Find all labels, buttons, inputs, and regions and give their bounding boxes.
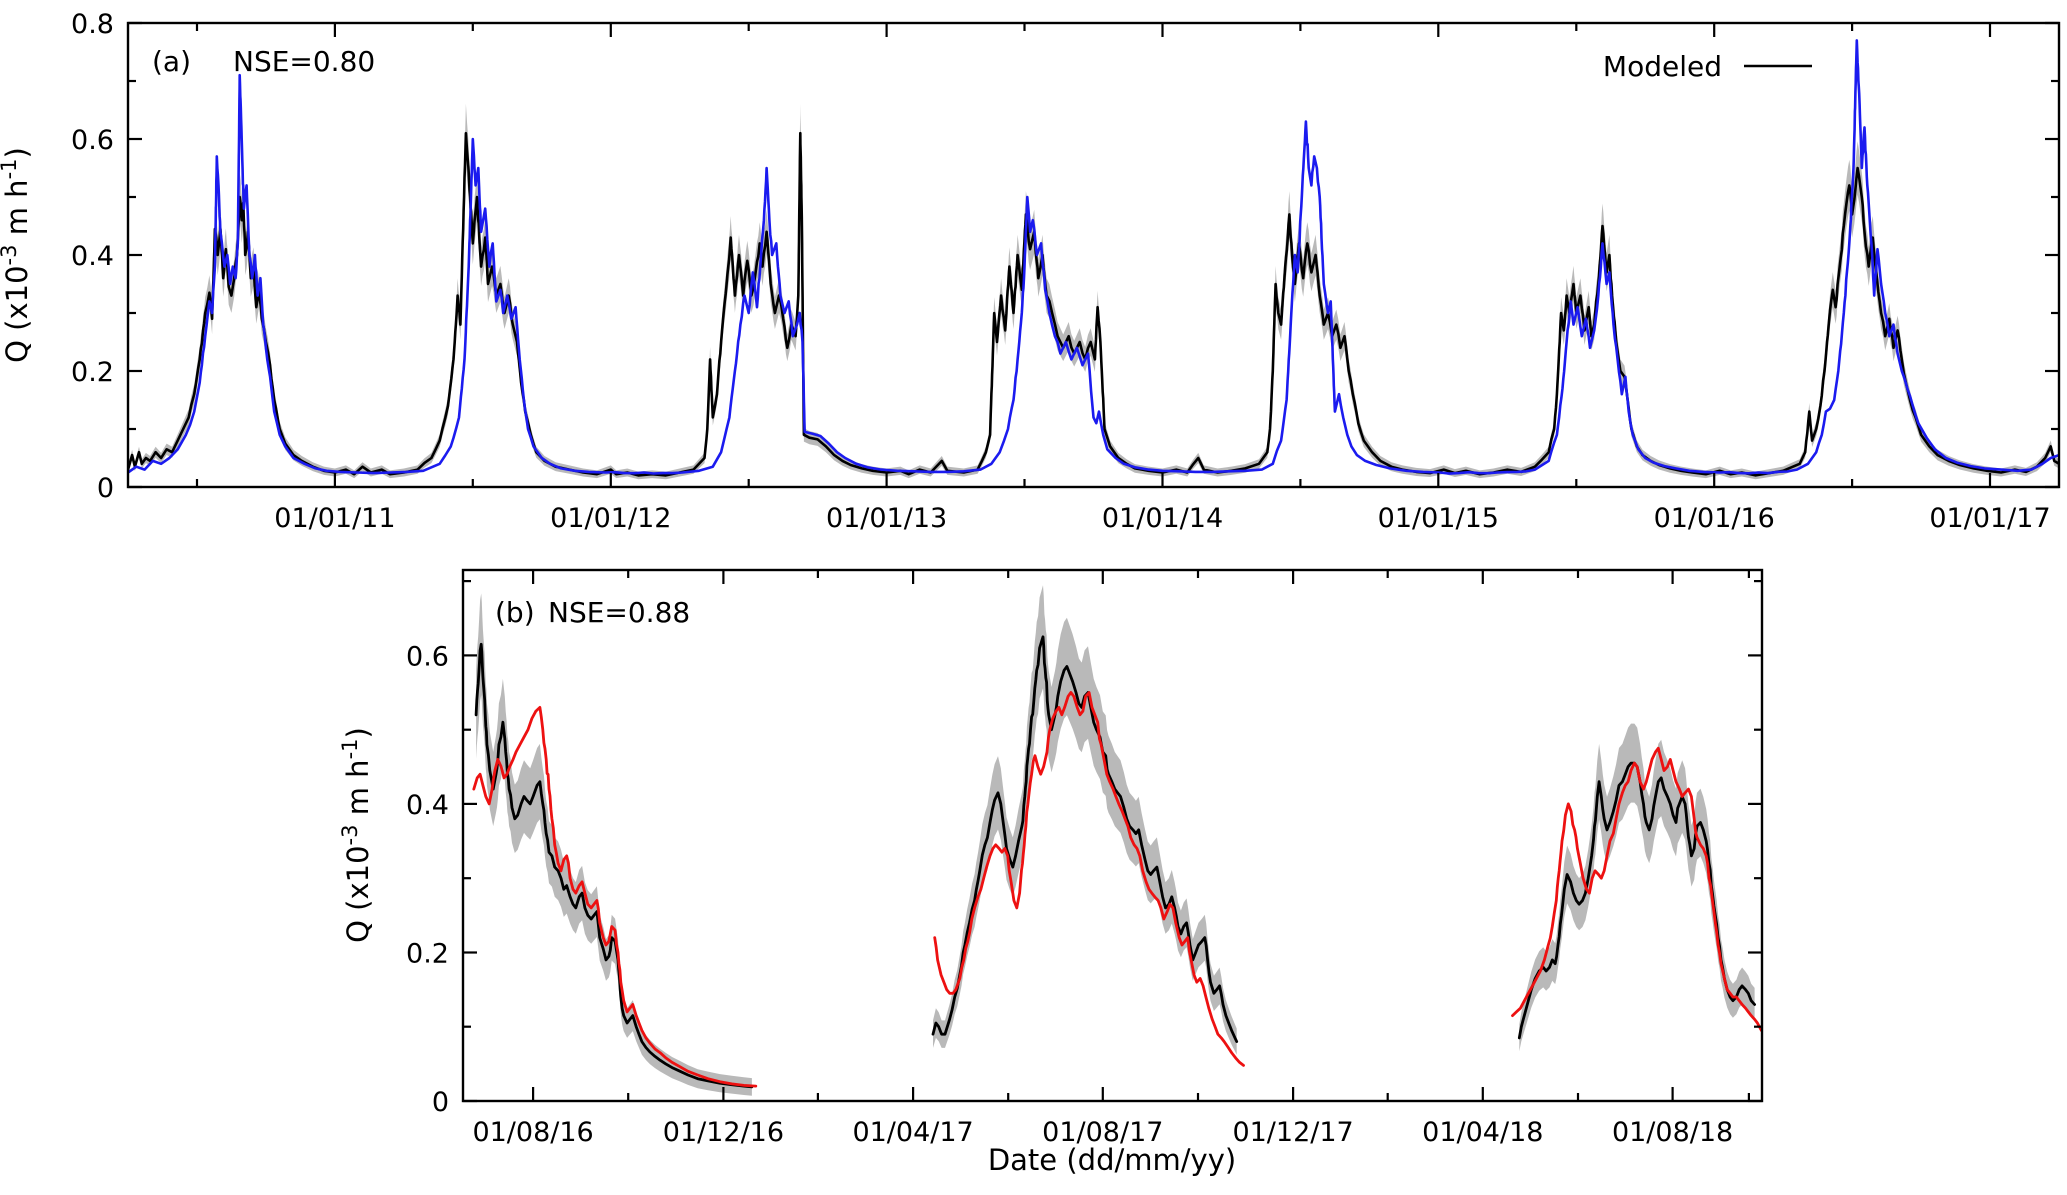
y-tick-label: 0 bbox=[97, 473, 114, 504]
x-tick-label: 01/12/17 bbox=[1232, 1117, 1353, 1148]
y-tick-label: 0.2 bbox=[71, 357, 114, 388]
y-tick-label: 0.6 bbox=[406, 641, 449, 672]
panel-a: 01/01/11 01/01/12 01/01/13 01/01/14 01/01/15… bbox=[0, 9, 2061, 534]
x-tick-label: 01/01/11 bbox=[274, 503, 395, 534]
y-tick-label: 0.6 bbox=[71, 125, 114, 156]
series-modeled-b bbox=[474, 635, 1756, 1089]
legend-modeled-label: Modeled bbox=[1603, 50, 1722, 83]
x-tick-label: 01/08/16 bbox=[472, 1117, 593, 1148]
panel-b-nse-annotation: NSE=0.88 bbox=[548, 596, 690, 629]
x-tick-label: 01/01/13 bbox=[826, 503, 947, 534]
x-tick-label: 01/01/12 bbox=[550, 503, 671, 534]
axis-ticks-b bbox=[463, 570, 1762, 1103]
uncertainty-band-a bbox=[128, 103, 2059, 480]
panel-b-label: (b) bbox=[495, 596, 535, 629]
x-tick-label: 01/01/17 bbox=[1929, 503, 2050, 534]
y-axis-title-a: Q (x10-3 m h-1) bbox=[0, 147, 34, 363]
x-tick-label: 01/01/15 bbox=[1378, 503, 1499, 534]
plot-area-a bbox=[128, 39, 2059, 480]
y-tick-label: 0.4 bbox=[406, 790, 449, 821]
x-tick-label: 01/08/18 bbox=[1612, 1117, 1733, 1148]
x-tick-label: 01/08/17 bbox=[1042, 1117, 1163, 1148]
y-tick-label: 0.4 bbox=[71, 241, 114, 272]
y-axis-title-b: Q (x10-3 m h-1) bbox=[338, 727, 375, 943]
y-tick-label: 0 bbox=[432, 1087, 449, 1118]
series-observed-b bbox=[472, 691, 1762, 1088]
panel-a-label: (a) bbox=[152, 45, 191, 78]
panel-a-nse-annotation: NSE=0.80 bbox=[233, 45, 375, 78]
y-tick-label: 0.2 bbox=[406, 939, 449, 970]
plot-area-b bbox=[472, 585, 1762, 1096]
y-tick-label: 0.8 bbox=[71, 9, 114, 40]
series-modeled-a bbox=[128, 131, 2059, 477]
x-tick-label: 01/01/16 bbox=[1654, 503, 1775, 534]
x-axis-title: Date (dd/mm/yy) bbox=[988, 1143, 1236, 1177]
x-tick-label: 01/12/16 bbox=[663, 1117, 784, 1148]
axis-ticks-a bbox=[128, 21, 2059, 489]
series-observed-a bbox=[128, 39, 2059, 475]
panel-b: 01/08/16 01/12/16 01/04/17 01/08/17 01/12/17… bbox=[338, 568, 1764, 1148]
uncertainty-band-b bbox=[476, 585, 1755, 1096]
x-tick-label: 01/01/14 bbox=[1102, 503, 1223, 534]
x-tick-label: 01/04/17 bbox=[852, 1117, 973, 1148]
x-tick-label: 01/04/18 bbox=[1422, 1117, 1543, 1148]
plot-frame-b bbox=[461, 568, 1764, 1103]
